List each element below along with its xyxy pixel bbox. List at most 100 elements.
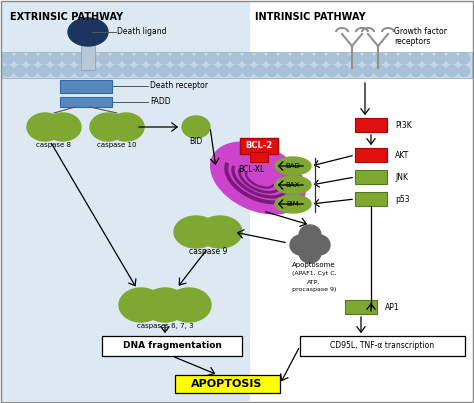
Ellipse shape <box>275 157 311 175</box>
Circle shape <box>291 53 301 64</box>
Circle shape <box>447 53 457 64</box>
Ellipse shape <box>68 18 108 46</box>
Circle shape <box>266 66 277 77</box>
Circle shape <box>86 66 98 77</box>
Circle shape <box>135 66 146 77</box>
FancyBboxPatch shape <box>250 152 268 162</box>
Circle shape <box>158 53 170 64</box>
Circle shape <box>363 66 374 77</box>
Circle shape <box>386 53 398 64</box>
FancyBboxPatch shape <box>300 336 465 356</box>
Text: caspase 8: caspase 8 <box>36 142 72 148</box>
Circle shape <box>171 66 182 77</box>
Circle shape <box>122 53 134 64</box>
Text: BCL-XL: BCL-XL <box>238 166 264 174</box>
Ellipse shape <box>108 113 144 141</box>
Text: APOPTOSIS: APOPTOSIS <box>191 379 263 389</box>
Text: BCL-2: BCL-2 <box>246 141 273 150</box>
Ellipse shape <box>275 176 311 194</box>
Circle shape <box>2 53 13 64</box>
Circle shape <box>338 53 349 64</box>
Circle shape <box>158 66 170 77</box>
Circle shape <box>219 53 229 64</box>
Circle shape <box>171 53 182 64</box>
Circle shape <box>207 53 218 64</box>
Circle shape <box>63 66 73 77</box>
Circle shape <box>15 53 26 64</box>
Circle shape <box>15 66 26 77</box>
Circle shape <box>315 53 326 64</box>
Circle shape <box>302 53 313 64</box>
Ellipse shape <box>27 113 63 141</box>
Text: CD95L, TNF-α transcription: CD95L, TNF-α transcription <box>330 341 434 351</box>
Ellipse shape <box>299 243 321 263</box>
Circle shape <box>146 66 157 77</box>
Circle shape <box>266 53 277 64</box>
Circle shape <box>243 66 254 77</box>
Text: AP1: AP1 <box>385 303 400 312</box>
Circle shape <box>410 53 421 64</box>
Ellipse shape <box>275 195 311 213</box>
Circle shape <box>291 66 301 77</box>
Text: Death receptor: Death receptor <box>150 81 208 91</box>
FancyBboxPatch shape <box>355 192 387 206</box>
Circle shape <box>86 53 98 64</box>
FancyBboxPatch shape <box>60 80 112 93</box>
Ellipse shape <box>290 235 312 255</box>
Text: Apoptosome: Apoptosome <box>292 262 336 268</box>
Text: receptors: receptors <box>394 37 430 46</box>
Circle shape <box>410 66 421 77</box>
Ellipse shape <box>45 113 81 141</box>
Circle shape <box>422 53 434 64</box>
Circle shape <box>51 53 62 64</box>
Circle shape <box>255 53 265 64</box>
Circle shape <box>279 53 290 64</box>
Ellipse shape <box>174 216 218 248</box>
Circle shape <box>219 66 229 77</box>
Circle shape <box>122 66 134 77</box>
Text: caspase 9: caspase 9 <box>189 247 227 256</box>
Circle shape <box>110 53 121 64</box>
Text: p53: p53 <box>395 195 410 204</box>
Circle shape <box>315 66 326 77</box>
FancyBboxPatch shape <box>355 148 387 162</box>
Circle shape <box>374 53 385 64</box>
Circle shape <box>422 66 434 77</box>
Circle shape <box>327 66 337 77</box>
Circle shape <box>110 66 121 77</box>
Text: PI3K: PI3K <box>395 120 412 129</box>
Text: (APAF1, Cyt C,: (APAF1, Cyt C, <box>292 272 337 276</box>
Text: Growth factor: Growth factor <box>394 27 447 37</box>
Circle shape <box>399 66 410 77</box>
Circle shape <box>194 66 206 77</box>
Text: procaspase 9): procaspase 9) <box>292 287 336 293</box>
Circle shape <box>363 53 374 64</box>
Circle shape <box>135 53 146 64</box>
Circle shape <box>458 53 470 64</box>
Circle shape <box>99 66 109 77</box>
Circle shape <box>182 66 193 77</box>
Circle shape <box>279 66 290 77</box>
Circle shape <box>146 53 157 64</box>
FancyBboxPatch shape <box>355 118 387 132</box>
Text: ATP,: ATP, <box>307 280 320 285</box>
Circle shape <box>350 66 362 77</box>
FancyBboxPatch shape <box>2 52 472 78</box>
Circle shape <box>74 53 85 64</box>
FancyBboxPatch shape <box>60 97 112 107</box>
Text: Death ligand: Death ligand <box>117 27 166 37</box>
Circle shape <box>435 66 446 77</box>
FancyBboxPatch shape <box>2 2 250 401</box>
Text: EXTRINSIC PATHWAY: EXTRINSIC PATHWAY <box>10 12 123 22</box>
FancyBboxPatch shape <box>240 138 278 154</box>
Circle shape <box>38 66 49 77</box>
Text: INTRINSIC PATHWAY: INTRINSIC PATHWAY <box>255 12 365 22</box>
Circle shape <box>27 53 37 64</box>
Circle shape <box>230 53 241 64</box>
Ellipse shape <box>198 216 242 248</box>
Circle shape <box>386 66 398 77</box>
Circle shape <box>74 66 85 77</box>
FancyBboxPatch shape <box>81 44 95 70</box>
Circle shape <box>302 66 313 77</box>
Ellipse shape <box>299 225 321 245</box>
